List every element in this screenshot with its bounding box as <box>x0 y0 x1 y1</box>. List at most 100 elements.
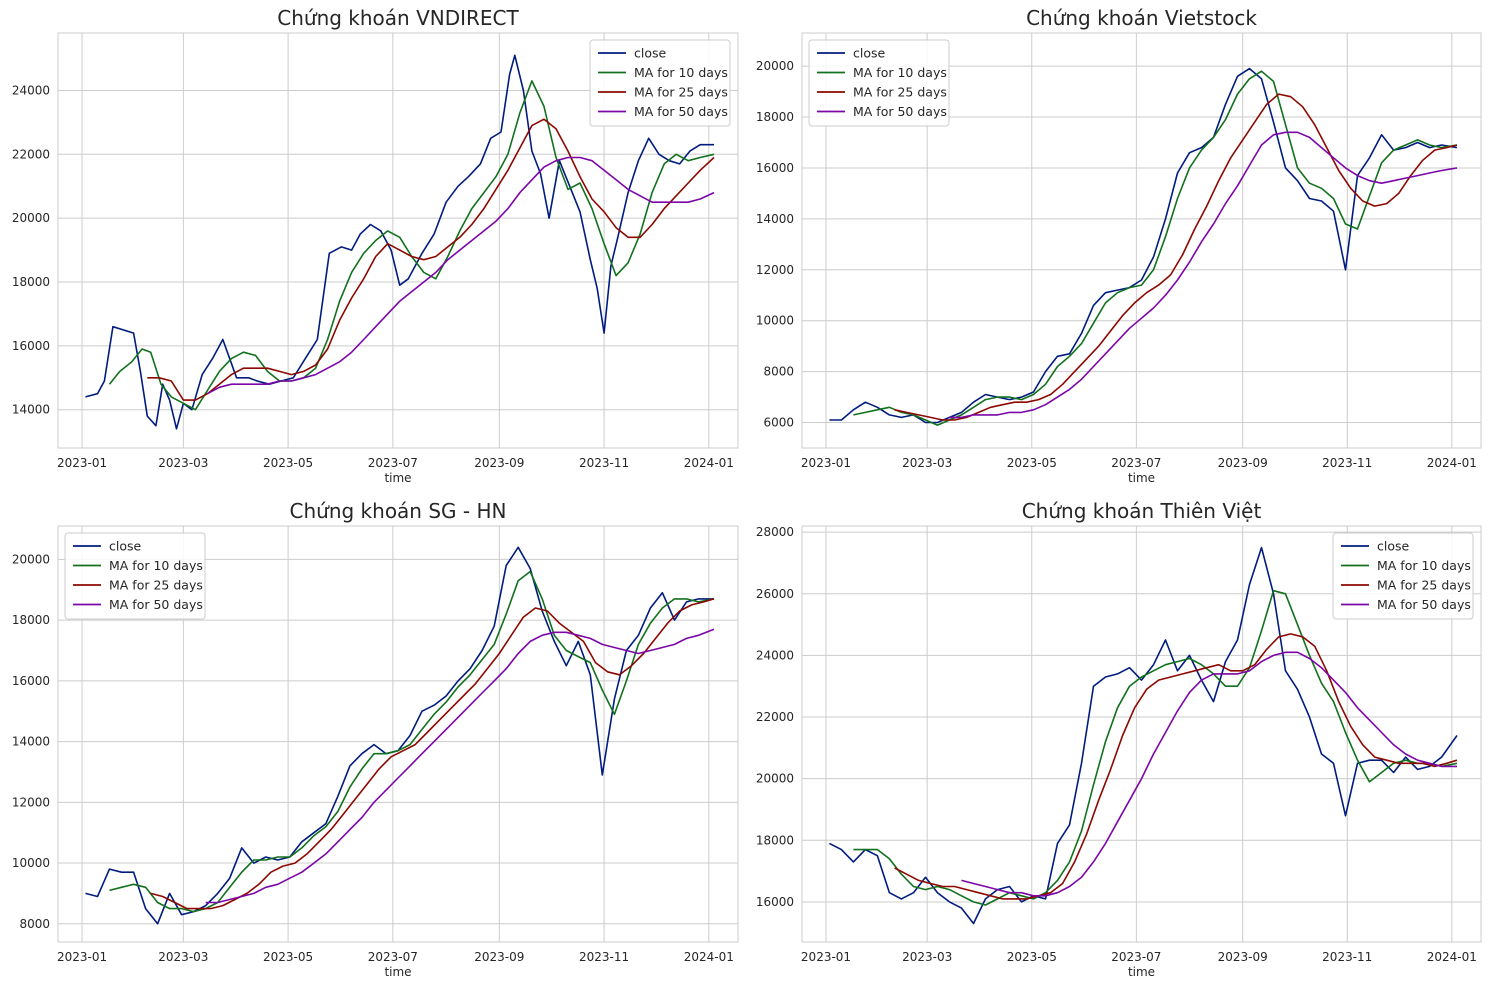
x-tick-label: 2023-07 <box>368 456 418 470</box>
series-line-ma50 <box>207 156 715 395</box>
y-tick-label: 16000 <box>756 161 794 175</box>
y-tick-label: 20000 <box>756 59 794 73</box>
x-tick-label: 2023-09 <box>1218 950 1268 964</box>
chart-title: Chứng khoán SG - HN <box>290 499 507 523</box>
x-tick-label: 2024-01 <box>1427 456 1477 470</box>
x-axis-label: time <box>384 471 411 485</box>
x-tick-label: 2023-11 <box>579 950 629 964</box>
x-tick-label: 2023-05 <box>263 456 313 470</box>
series-line-ma50 <box>205 628 715 904</box>
y-tick-label: 18000 <box>756 833 794 847</box>
series-line-ma10 <box>109 570 715 913</box>
x-tick-label: 2023-05 <box>263 950 313 964</box>
y-tick-label: 24000 <box>756 648 794 662</box>
x-tick-label: 2023-07 <box>1111 950 1161 964</box>
series-line-ma10 <box>853 70 1458 426</box>
legend-label: MA for 50 days <box>109 597 203 612</box>
series-line-ma50 <box>961 651 1457 897</box>
series-line-ma10 <box>108 80 715 411</box>
x-tick-label: 2023-11 <box>1322 950 1372 964</box>
y-tick-label: 6000 <box>763 416 794 430</box>
y-tick-label: 22000 <box>12 147 50 161</box>
y-tick-label: 20000 <box>12 552 50 566</box>
chart-panel-3: 2023-01 2023-03 2023-05 2023-07 2023-09 2023-… <box>756 499 1482 979</box>
plot-frame <box>57 32 739 449</box>
y-tick-label: 16000 <box>12 339 50 353</box>
series-line-ma25 <box>147 118 715 401</box>
y-tick-label: 14000 <box>12 403 50 417</box>
x-tick-label: 2023-05 <box>1007 950 1057 964</box>
x-tick-label: 2023-09 <box>474 950 524 964</box>
series-line-ma25 <box>150 598 715 910</box>
plot-frame <box>801 32 1482 449</box>
x-tick-label: 2023-09 <box>1218 456 1268 470</box>
x-tick-label: 2023-03 <box>902 456 952 470</box>
x-tick-label: 2023-01 <box>801 456 851 470</box>
y-tick-label: 18000 <box>756 110 794 124</box>
x-axis-label: time <box>384 965 411 979</box>
chart-title: Chứng khoán Vietstock <box>1026 6 1257 30</box>
y-tick-label: 20000 <box>12 211 50 225</box>
y-tick-label: 18000 <box>12 613 50 627</box>
legend-label: close <box>634 46 667 61</box>
legend-label: MA for 25 days <box>1377 578 1471 593</box>
legend-label: MA for 50 days <box>1377 597 1471 612</box>
legend-label: close <box>1377 539 1410 554</box>
legend: close MA for 10 days MA for 25 days MA for … <box>1332 532 1474 620</box>
y-tick-label: 26000 <box>756 587 794 601</box>
series-line-ma10 <box>853 589 1458 906</box>
series-line-close <box>829 67 1458 424</box>
series-line-ma50 <box>949 131 1458 419</box>
legend-label: MA for 50 days <box>634 104 728 119</box>
y-tick-label: 20000 <box>756 772 794 786</box>
legend-box <box>64 532 206 620</box>
legend-label: MA for 25 days <box>634 85 728 100</box>
legend-label: MA for 25 days <box>109 578 203 593</box>
y-tick-label: 8000 <box>763 365 794 379</box>
legend-label: MA for 50 days <box>853 104 947 119</box>
y-tick-label: 14000 <box>756 212 794 226</box>
legend-box <box>589 39 731 127</box>
x-axis-label: time <box>1128 471 1155 485</box>
x-tick-label: 2023-01 <box>57 950 107 964</box>
x-tick-label: 2023-03 <box>158 456 208 470</box>
x-tick-label: 2023-11 <box>1322 456 1372 470</box>
x-tick-label: 2023-09 <box>474 456 524 470</box>
y-tick-label: 28000 <box>756 525 794 539</box>
legend: close MA for 10 days MA for 25 days MA for … <box>589 39 731 127</box>
legend-label: MA for 10 days <box>853 65 947 80</box>
series-line-ma25 <box>894 633 1458 900</box>
y-tick-label: 12000 <box>12 795 50 809</box>
legend: close MA for 10 days MA for 25 days MA for … <box>64 532 206 620</box>
y-tick-label: 16000 <box>756 895 794 909</box>
x-tick-label: 2023-03 <box>902 950 952 964</box>
legend-label: MA for 10 days <box>1377 558 1471 573</box>
x-tick-label: 2023-07 <box>368 950 418 964</box>
legend: close MA for 10 days MA for 25 days MA for … <box>808 39 950 127</box>
y-tick-label: 14000 <box>12 735 50 749</box>
x-tick-label: 2023-01 <box>57 456 107 470</box>
x-tick-label: 2024-01 <box>684 950 734 964</box>
legend-label: MA for 25 days <box>853 85 947 100</box>
x-axis-label: time <box>1128 965 1155 979</box>
chart-title: Chứng khoán VNDIRECT <box>277 6 519 30</box>
legend-label: close <box>853 46 886 61</box>
legend-box <box>1332 532 1474 620</box>
chart-panel-0: 2023-01 2023-03 2023-05 2023-07 2023-09 2023-… <box>12 6 739 485</box>
x-tick-label: 2023-03 <box>158 950 208 964</box>
legend-box <box>808 39 950 127</box>
x-tick-label: 2023-01 <box>801 950 851 964</box>
x-tick-label: 2023-05 <box>1007 456 1057 470</box>
y-tick-label: 12000 <box>756 263 794 277</box>
y-tick-label: 18000 <box>12 275 50 289</box>
legend-label: MA for 10 days <box>109 558 203 573</box>
legend-label: close <box>109 539 142 554</box>
y-tick-label: 16000 <box>12 674 50 688</box>
plot-frame <box>801 525 1482 943</box>
y-tick-label: 22000 <box>756 710 794 724</box>
chart-panel-2: 2023-01 2023-03 2023-05 2023-07 2023-09 2023-… <box>12 499 739 979</box>
x-tick-label: 2024-01 <box>1427 950 1477 964</box>
x-tick-label: 2024-01 <box>684 456 734 470</box>
y-tick-label: 24000 <box>12 83 50 97</box>
